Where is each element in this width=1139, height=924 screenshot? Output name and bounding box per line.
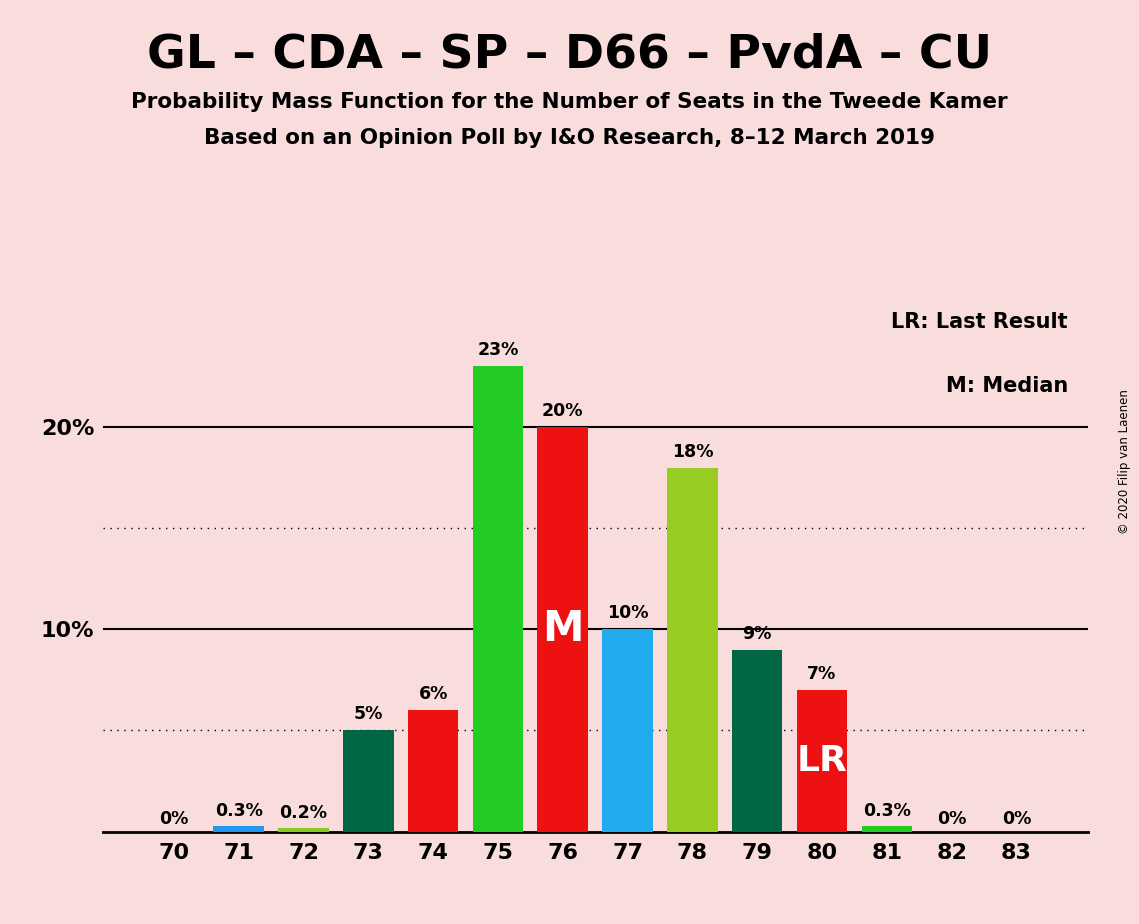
Text: LR: LR: [796, 744, 847, 778]
Text: 0.2%: 0.2%: [279, 805, 327, 822]
Bar: [278, 828, 329, 832]
Text: © 2020 Filip van Laenen: © 2020 Filip van Laenen: [1118, 390, 1131, 534]
Text: 18%: 18%: [672, 443, 713, 460]
Bar: [861, 825, 912, 832]
Text: 10%: 10%: [607, 604, 648, 622]
Bar: [538, 427, 588, 832]
Bar: [213, 825, 264, 832]
Text: Based on an Opinion Poll by I&O Research, 8–12 March 2019: Based on an Opinion Poll by I&O Research…: [204, 128, 935, 148]
Text: 7%: 7%: [808, 665, 837, 683]
Text: 0.3%: 0.3%: [214, 802, 263, 821]
Bar: [667, 468, 718, 832]
Bar: [796, 690, 847, 832]
Text: M: Median: M: Median: [945, 376, 1068, 396]
Text: LR: Last Result: LR: Last Result: [892, 311, 1068, 332]
Text: M: M: [542, 608, 583, 650]
Bar: [473, 367, 523, 832]
Text: 0%: 0%: [937, 809, 966, 828]
Text: 23%: 23%: [477, 341, 518, 359]
Text: 0%: 0%: [159, 809, 188, 828]
Bar: [343, 731, 394, 832]
Text: GL – CDA – SP – D66 – PvdA – CU: GL – CDA – SP – D66 – PvdA – CU: [147, 32, 992, 78]
Text: 9%: 9%: [743, 625, 772, 642]
Bar: [408, 711, 458, 832]
Text: 0%: 0%: [1002, 809, 1031, 828]
Text: 0.3%: 0.3%: [863, 802, 911, 821]
Text: 6%: 6%: [418, 686, 448, 703]
Bar: [603, 629, 653, 832]
Text: 5%: 5%: [353, 705, 383, 723]
Text: Probability Mass Function for the Number of Seats in the Tweede Kamer: Probability Mass Function for the Number…: [131, 92, 1008, 113]
Text: 20%: 20%: [542, 402, 583, 420]
Bar: [732, 650, 782, 832]
